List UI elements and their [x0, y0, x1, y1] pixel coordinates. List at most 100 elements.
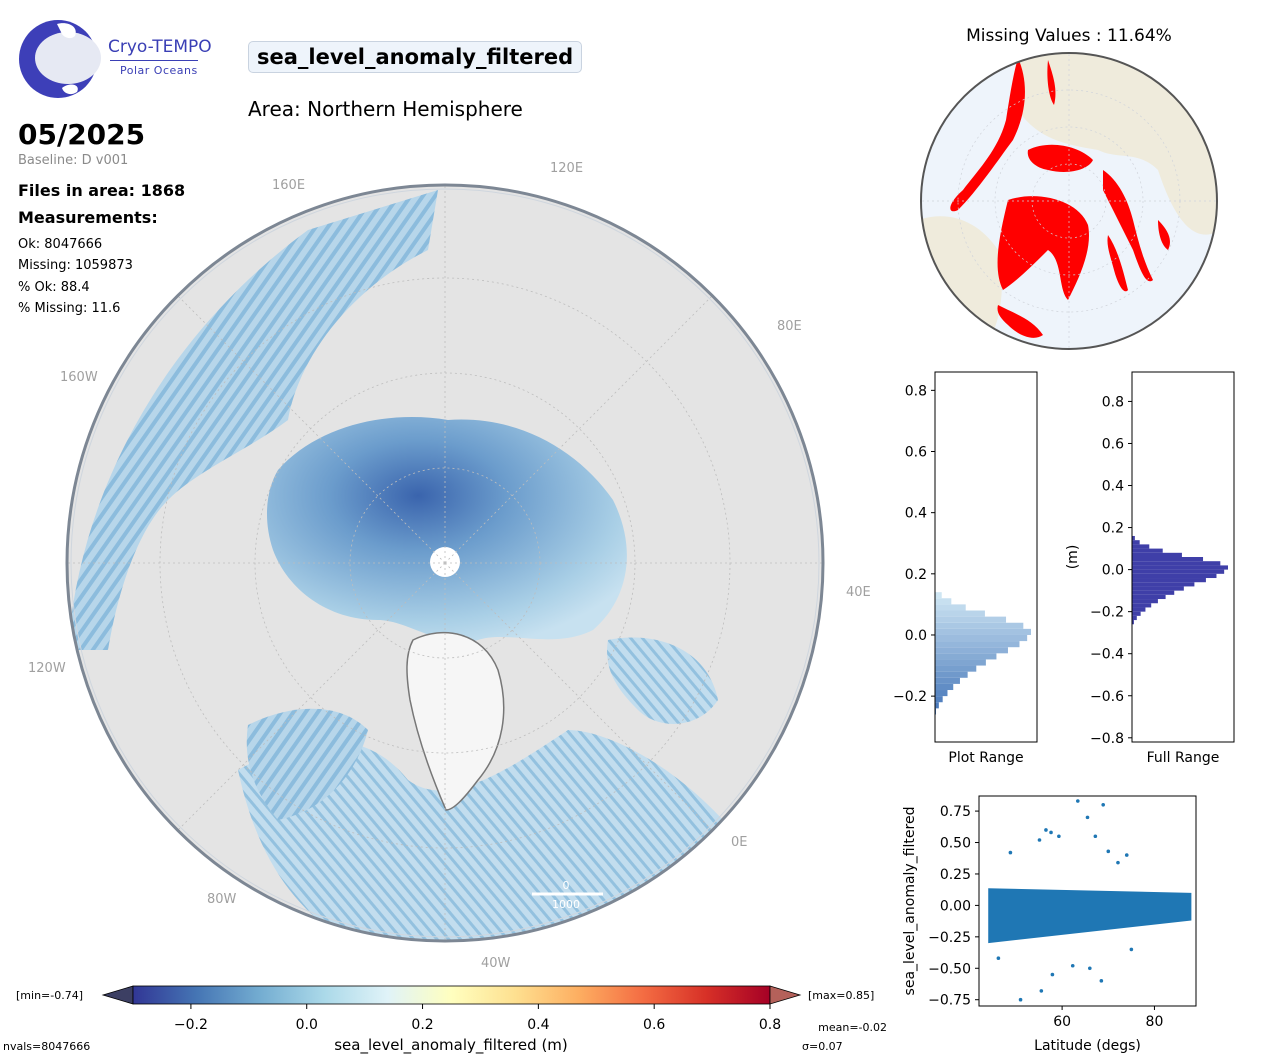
histogram-bar: [935, 598, 952, 605]
histogram-bar: [935, 641, 1020, 648]
colorbar: −0.2 0.0 0.2 0.4 0.6 0.8 sea_level_anomaly_fi…: [3, 985, 887, 1055]
logo-globe-icon: [19, 20, 101, 98]
histogram-bar: [935, 653, 997, 660]
histogram-bar: [935, 665, 977, 672]
colorbar-max-arrow: [769, 985, 802, 1005]
hist-plot-range: 0.8 0.6 0.4 0.2 0.0 −0.2 Plot Range: [893, 371, 1038, 766]
colorbar-min-arrow: [101, 985, 134, 1005]
histogram-bar: [1132, 565, 1228, 570]
stat-ok: Ok: 8047666: [18, 237, 103, 252]
barents-sea: [607, 637, 718, 724]
histogram-bar: [935, 616, 1007, 623]
scatter-dense-band: [988, 888, 1192, 944]
stat-percent-missing: % Missing: 11.6: [18, 301, 121, 316]
histogram-frame: [1131, 371, 1235, 743]
cryo-tempo-logo: [17, 18, 207, 100]
scatter-ytick-label: −0.25: [928, 930, 971, 946]
histogram-ytick-label: −0.6: [1090, 689, 1124, 705]
scale-bar: 0 1000: [532, 879, 603, 911]
hudson-bay: [246, 708, 368, 820]
map-border: [65, 183, 825, 943]
scatter-ytick-label: −0.50: [928, 961, 971, 977]
scatter-ytick-label: −0.75: [928, 993, 971, 1009]
scatter-ytick-label: 0.75: [940, 804, 971, 820]
scatter-point: [1044, 828, 1048, 832]
stat-percent-ok: % Ok: 88.4: [18, 280, 90, 295]
logo-title: Cryo-TEMPO: [108, 37, 212, 57]
histogram-bar: [1132, 607, 1146, 612]
histogram-ytick-label: 0.8: [1102, 394, 1124, 410]
scatter-xtick-label: 60: [1053, 1014, 1071, 1030]
missing-map-land-eurasia: [1018, 53, 1217, 235]
lon-label-40w: 40W: [481, 956, 511, 971]
scatter-point: [1070, 963, 1075, 968]
histogram-bar: [1132, 586, 1184, 591]
histogram-bar: [935, 610, 985, 617]
colorbar-tick-label: 0.0: [296, 1017, 318, 1033]
histogram-bar: [935, 659, 986, 666]
stat-missing: Missing: 1059873: [18, 258, 133, 273]
scatter-xtick-label: 80: [1146, 1014, 1164, 1030]
logo-divider: [110, 60, 198, 61]
histogram-bar: [935, 696, 943, 703]
scale-bar-top-label: 0: [563, 879, 570, 892]
histogram-bar: [1132, 540, 1140, 545]
histogram-bar: [1132, 569, 1225, 574]
histogram-frame: [934, 371, 1038, 743]
histogram-bar: [1132, 552, 1182, 557]
histogram-ytick-label: 0.0: [1102, 563, 1124, 579]
scatter-point: [1088, 966, 1092, 971]
histogram-bar: [935, 592, 942, 599]
histogram-ytick-label: 0.6: [1102, 436, 1124, 452]
histogram-bar: [1132, 594, 1166, 600]
histogram-ytick-label: 0.4: [905, 506, 927, 522]
histogram-bar: [1132, 590, 1175, 595]
histogram-bar: [935, 647, 1008, 654]
colorbar-tick-label: 0.8: [759, 1017, 781, 1033]
scatter-ytick-label: 0.25: [940, 867, 971, 883]
histogram-ytick-label: 0.2: [905, 567, 927, 583]
colorbar-tick-label: 0.6: [643, 1017, 665, 1033]
histogram-ytick-label: −0.2: [1090, 605, 1124, 621]
colorbar-min-label: [min=-0.74]: [16, 989, 83, 1002]
histogram-ytick-label: 0.8: [905, 383, 927, 399]
lon-label-120w: 120W: [28, 661, 66, 676]
scatter-point: [1085, 815, 1090, 820]
histogram-bar: [1132, 544, 1150, 549]
area-label: Area: Northern Hemisphere: [248, 97, 523, 121]
scatter-latitude-plot: 0.75 0.50 0.25 0.00 −0.25 −0.50 −0.75 60 80 Latit…: [902, 795, 1197, 1054]
hist-full-range: 0.8 0.6 0.4 0.2 0.0 −0.2 −0.4 −0.6 −0.8 Full Rang…: [1065, 371, 1235, 766]
histogram-ytick-label: 0.0: [905, 628, 927, 644]
colorbar-tick-label: 0.4: [527, 1017, 549, 1033]
histogram-bar: [935, 690, 948, 697]
variable-title: sea_level_anomaly_filtered: [248, 41, 583, 73]
scatter-ylabel: sea_level_anomaly_filtered: [902, 807, 918, 996]
scatter-frame: [978, 795, 1197, 1007]
colorbar-max-label: [max=0.85]: [808, 989, 874, 1002]
scatter-point: [1099, 979, 1104, 983]
histogram-bar: [935, 677, 960, 684]
baseline-label: Baseline: D v001: [18, 153, 129, 168]
histogram-bar: [1132, 620, 1134, 625]
arctic-ocean: [266, 417, 627, 643]
missing-values-map: [920, 52, 1218, 350]
scatter-xlabel: Latitude (degs): [1034, 1038, 1141, 1054]
polar-map: 0 1000: [65, 183, 825, 943]
histogram-bar: [1132, 561, 1221, 566]
lon-label-120e: 120E: [550, 161, 584, 176]
histogram-bar: [1132, 573, 1217, 579]
histogram-ytick-label: −0.8: [1090, 731, 1124, 747]
scatter-point: [996, 956, 1001, 961]
scale-bar-bottom-label: 1000: [552, 898, 580, 911]
missing-values-title: Missing Values : 11.64%: [966, 26, 1172, 46]
histogram-bar: [1132, 603, 1152, 608]
scatter-point: [1057, 834, 1061, 839]
files-count: Files in area: 1868: [18, 181, 186, 200]
measurements-title: Measurements:: [18, 208, 158, 227]
scatter-ytick-label: 0.50: [940, 836, 971, 852]
histogram-bar: [935, 628, 1031, 635]
colorbar-ticks: −0.2 0.0 0.2 0.4 0.6 0.8: [174, 1004, 781, 1033]
scatter-point: [1101, 803, 1105, 807]
histogram-bar: [1132, 578, 1206, 583]
scatter-point: [1124, 853, 1129, 857]
